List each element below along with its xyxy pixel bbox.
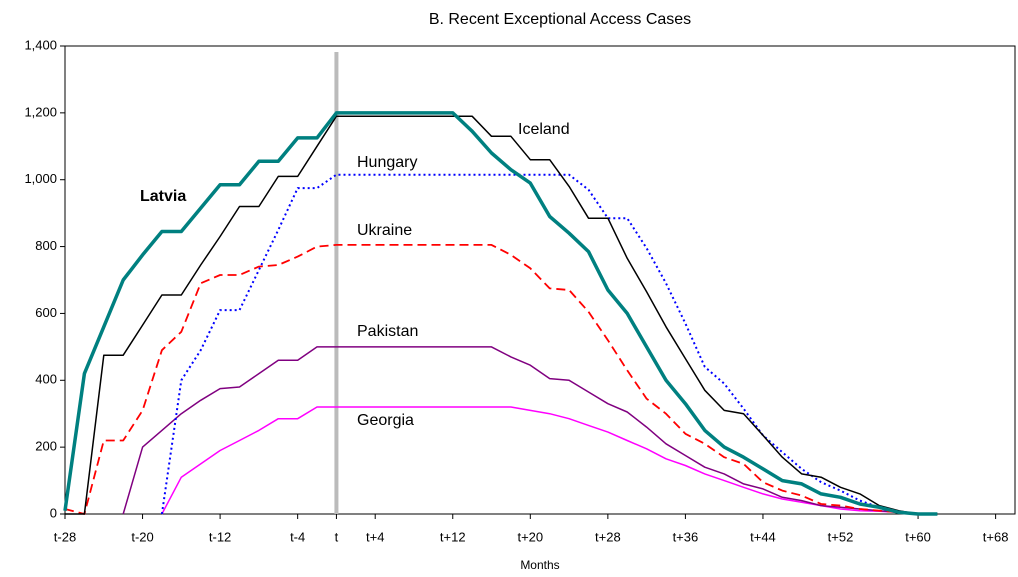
y-tick-label: 1,000 (24, 171, 57, 186)
x-tick-label: t+20 (517, 529, 543, 544)
x-tick-label: t+28 (595, 529, 621, 544)
x-tick-label: t-4 (290, 529, 305, 544)
series-label: Hungary (357, 154, 417, 171)
x-tick-label: t-20 (131, 529, 153, 544)
series-line (64, 244, 938, 515)
y-tick-label: 0 (50, 505, 57, 520)
x-tick-label: t (335, 529, 339, 544)
series-line (161, 406, 938, 515)
x-tick-label: t-28 (54, 529, 76, 544)
series-label: Georgia (357, 412, 414, 429)
series-line (160, 173, 938, 515)
series-label: Iceland (518, 121, 570, 138)
y-tick-label: 200 (35, 439, 57, 454)
y-tick-label: 600 (35, 305, 57, 320)
x-tick-label: t+12 (440, 529, 466, 544)
series-line (65, 115, 938, 515)
x-axis-label: Months (520, 558, 559, 572)
x-tick-label: t+60 (905, 529, 931, 544)
series-line (63, 111, 938, 516)
series-label: Ukraine (357, 222, 412, 239)
y-tick-label: 1,200 (24, 104, 57, 119)
x-tick-label: t+36 (673, 529, 699, 544)
plot-frame (64, 45, 1016, 515)
x-tick-label: t+4 (366, 529, 384, 544)
chart-title: B. Recent Exceptional Access Cases (429, 11, 691, 28)
y-tick-label: 1,400 (24, 37, 57, 52)
series-line (122, 346, 938, 515)
series-label: Pakistan (357, 323, 418, 340)
x-tick-label: t+68 (983, 529, 1009, 544)
series-label: Latvia (140, 188, 186, 205)
x-tick-label: t+44 (750, 529, 776, 544)
y-tick-label: 800 (35, 238, 57, 253)
x-tick-label: t-12 (209, 529, 231, 544)
x-tick-label: t+52 (828, 529, 854, 544)
y-tick-label: 400 (35, 372, 57, 387)
